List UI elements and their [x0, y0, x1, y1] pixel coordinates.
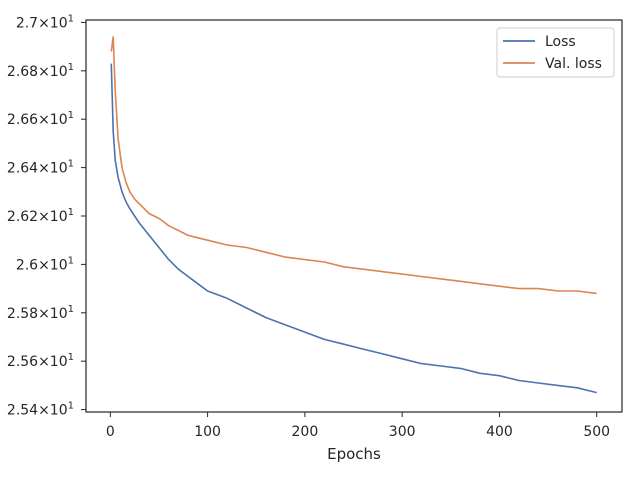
y-tick-label: 2.6×101	[16, 255, 74, 273]
legend-label-2: Val. loss	[545, 56, 602, 72]
series-lines	[110, 36, 597, 394]
y-tick-label: 2.68×101	[7, 62, 74, 80]
y-tick-label: 2.7×101	[16, 13, 74, 31]
y-axis-ticks: 2.54×101 2.56×101 2.58×101 2.6×101 2.62×101 2…	[7, 13, 86, 419]
y-tick-label: 2.66×101	[7, 110, 74, 128]
y-tick-label: 2.58×101	[7, 304, 74, 322]
legend-label-1: Loss	[545, 34, 576, 50]
x-tick-label: 100	[194, 424, 221, 440]
legend: Loss Val. loss	[496, 27, 615, 78]
y-tick-label: 2.64×101	[7, 159, 74, 177]
x-tick-label: 400	[486, 424, 513, 440]
y-tick-label: 2.56×101	[7, 352, 74, 370]
x-axis-label: Epochs	[327, 445, 381, 463]
x-tick-label: 0	[106, 424, 115, 440]
x-tick-label: 200	[292, 424, 319, 440]
y-tick-label: 2.62×101	[7, 207, 74, 225]
series-line-2	[110, 36, 597, 295]
x-axis-ticks: 0 100 200 300 400 500	[106, 412, 610, 440]
y-tick-label: 2.54×101	[7, 401, 74, 419]
x-tick-label: 500	[583, 424, 610, 440]
series-line-1	[110, 63, 597, 394]
plot-frame	[85, 19, 623, 413]
x-tick-label: 300	[389, 424, 416, 440]
